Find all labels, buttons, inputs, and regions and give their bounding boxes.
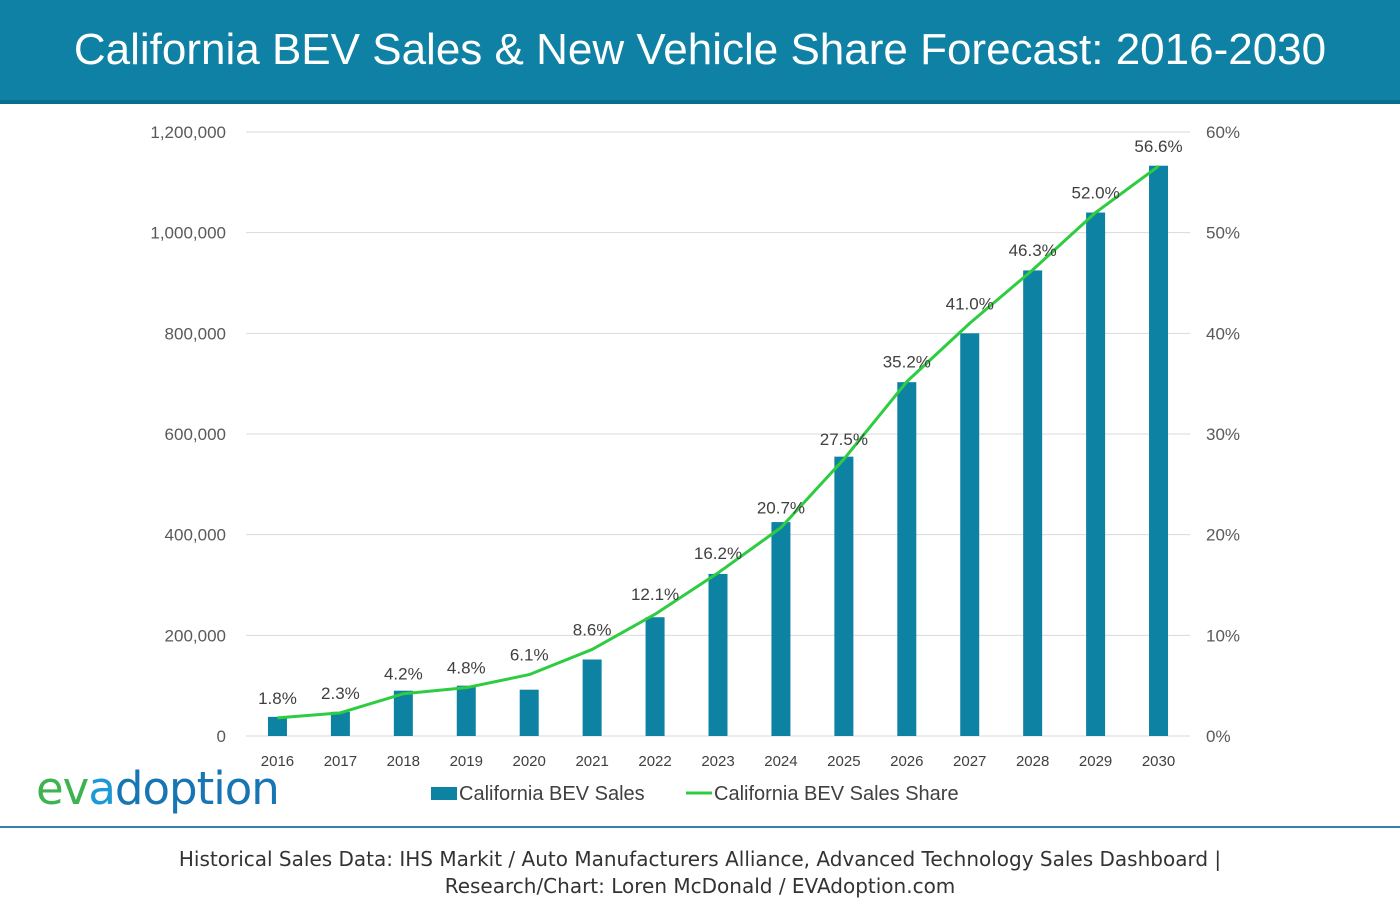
bar xyxy=(1086,212,1106,736)
gridlines xyxy=(246,131,1190,737)
bars xyxy=(267,165,1169,736)
x-tick-label: 2030 xyxy=(1142,753,1175,770)
chart: 0 0% 200,000 10% 400,000 20% 600,000 30% 800,000… xyxy=(150,123,1240,805)
y-right-tick-label: 60% xyxy=(1206,123,1240,142)
x-tick-label: 2029 xyxy=(1079,753,1112,770)
x-tick-label: 2027 xyxy=(953,753,986,770)
y-right-tick-label: 50% xyxy=(1206,224,1240,243)
share-data-label: 52.0% xyxy=(1071,184,1119,203)
y-left-tick-label: 0 xyxy=(217,727,226,746)
y-left-tick-label: 400,000 xyxy=(165,526,226,545)
bar xyxy=(960,333,980,736)
share-data-label: 4.8% xyxy=(447,659,486,678)
share-line xyxy=(277,165,1160,720)
x-tick-label: 2026 xyxy=(890,753,923,770)
x-tick-label: 2020 xyxy=(513,753,546,770)
share-data-label: 16.2% xyxy=(694,544,742,563)
y-left-tick-label: 1,200,000 xyxy=(150,123,226,142)
share-data-label: 2.3% xyxy=(321,684,360,703)
title-bar: California BEV Sales & New Vehicle Share… xyxy=(0,0,1400,104)
bar xyxy=(834,456,854,736)
bar xyxy=(267,716,287,736)
share-data-label: 56.6% xyxy=(1134,137,1182,156)
bar xyxy=(393,690,413,736)
share-data-label: 46.3% xyxy=(1009,241,1057,260)
footer-divider xyxy=(0,826,1400,828)
source-footer: Historical Sales Data: IHS Markit / Auto… xyxy=(0,846,1400,900)
y-left-tick-label: 600,000 xyxy=(165,425,226,444)
x-tick-label: 2021 xyxy=(575,753,608,770)
share-data-label: 8.6% xyxy=(573,620,612,639)
share-data-label: 6.1% xyxy=(510,646,549,665)
legend-line-label: California BEV Sales Share xyxy=(714,783,959,805)
x-tick-label: 2022 xyxy=(638,753,671,770)
bar xyxy=(1149,165,1169,736)
x-tick-label: 2024 xyxy=(764,753,797,770)
x-tick-label: 2023 xyxy=(701,753,734,770)
bar xyxy=(1023,270,1043,736)
legend: California BEV Sales California BEV Sales… xyxy=(431,783,959,805)
x-tick-label: 2016 xyxy=(261,753,294,770)
bar xyxy=(708,573,728,736)
y-left-tick-label: 1,000,000 xyxy=(150,224,226,243)
y-right-tick-label: 10% xyxy=(1206,626,1240,645)
x-tick-label: 2019 xyxy=(450,753,483,770)
share-series-line xyxy=(277,165,1160,720)
bar xyxy=(897,382,917,736)
share-data-label: 12.1% xyxy=(631,585,679,604)
y-left-tick-label: 200,000 xyxy=(165,626,226,645)
share-data-label: 1.8% xyxy=(258,689,297,708)
share-data-label: 27.5% xyxy=(820,430,868,449)
chart-title: California BEV Sales & New Vehicle Share… xyxy=(73,25,1327,74)
bar xyxy=(582,659,602,736)
source-line-2: Research/Chart: Loren McDonald / EVAdopt… xyxy=(444,874,956,898)
legend-bar-label: California BEV Sales xyxy=(459,783,645,805)
source-line-1: Historical Sales Data: IHS Markit / Auto… xyxy=(178,847,1222,871)
x-tick-label: 2028 xyxy=(1016,753,1049,770)
bar xyxy=(330,711,350,736)
y-right-tick-label: 0% xyxy=(1206,727,1231,746)
x-tick-label: 2025 xyxy=(827,753,860,770)
x-tick-label: 2018 xyxy=(387,753,420,770)
share-data-label: 20.7% xyxy=(757,499,805,518)
share-data-label: 35.2% xyxy=(883,353,931,372)
y-right-tick-label: 20% xyxy=(1206,526,1240,545)
y-right-tick-label: 40% xyxy=(1206,324,1240,343)
y-right-tick-label: 30% xyxy=(1206,425,1240,444)
labels: 0 0% 200,000 10% 400,000 20% 600,000 30% 800,000… xyxy=(150,123,1240,770)
evadoption-logo: evadoption xyxy=(36,762,280,815)
bar xyxy=(456,685,476,736)
bar xyxy=(771,522,791,736)
y-left-tick-label: 800,000 xyxy=(165,324,226,343)
share-data-label: 4.2% xyxy=(384,665,423,684)
legend-bar-swatch xyxy=(431,787,457,800)
share-data-label: 41.0% xyxy=(946,294,994,313)
x-tick-label: 2017 xyxy=(324,753,357,770)
bar xyxy=(645,617,665,736)
bar xyxy=(519,689,539,736)
